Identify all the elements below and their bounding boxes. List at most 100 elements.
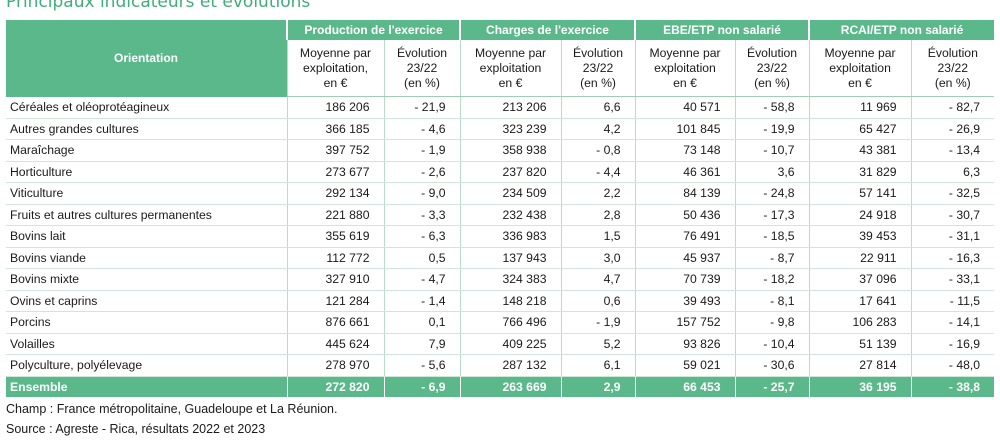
row-value: - 33,1 [910, 268, 995, 291]
row-value: 37 096 [808, 268, 912, 291]
row-value: 101 845 [634, 118, 736, 140]
sub-header-row: Moyenne par exploitation, en € Évolution 23/… [6, 40, 995, 97]
sub-header-line: Évolution [927, 45, 978, 60]
table-row: Céréales et oléoprotéagineux 186 206- 21,… [6, 96, 995, 119]
sub-header-line: exploitation [654, 60, 716, 75]
row-label: Horticulture [6, 161, 287, 183]
row-value: 57 141 [808, 182, 912, 205]
row-value: 148 218 [459, 290, 562, 312]
row-value: 324 383 [459, 268, 562, 291]
row-value: 355 619 [286, 225, 384, 248]
row-value: - 11,5 [910, 290, 995, 312]
note-source: Source : Agreste - Rica, résultats 2022 … [6, 422, 266, 436]
sub-header-cell: Moyenne par exploitation en € [634, 40, 736, 97]
header-group-row: Orientation Production de l'exercice Cha… [6, 20, 995, 97]
row-value: 273 677 [286, 161, 384, 183]
row-value: - 32,5 [910, 182, 995, 205]
row-value: 2,9 [560, 376, 636, 397]
row-value: - 26,9 [910, 118, 995, 140]
row-value: 221 880 [286, 204, 384, 226]
row-value: 397 752 [286, 139, 384, 162]
row-value: 27 814 [808, 354, 912, 377]
sub-header-line: Moyenne par [474, 45, 547, 60]
sub-header-cell: Évolution 23/22 (en %) [910, 40, 995, 97]
row-value: - 48,0 [910, 354, 995, 377]
sub-header-line: 23/22 [406, 60, 438, 75]
row-value: 24 918 [808, 204, 912, 226]
row-label: Bovins viande [6, 247, 287, 269]
sub-header-line: exploitation, [302, 60, 369, 75]
row-value: - 9,8 [734, 311, 810, 334]
row-value: 358 938 [459, 139, 562, 162]
sub-header-cell: Moyenne par exploitation en € [808, 40, 912, 97]
sub-header-line: exploitation [479, 60, 542, 75]
row-value: 2,8 [560, 204, 636, 226]
sub-header-line: en € [848, 75, 872, 90]
row-value: 323 239 [459, 118, 562, 140]
row-label: Ovins et caprins [6, 290, 287, 312]
row-label: Porcins [6, 311, 287, 334]
sub-header-line: 23/22 [937, 60, 969, 75]
sub-header-line: (en %) [580, 75, 616, 90]
row-value: - 1,9 [383, 139, 461, 162]
row-value: 73 148 [634, 139, 736, 162]
row-value: 287 132 [459, 354, 562, 377]
row-value: - 10,7 [734, 139, 810, 162]
row-value: - 38,8 [910, 376, 995, 397]
sub-header-line: Évolution [746, 45, 798, 60]
row-value: 186 206 [286, 96, 384, 119]
row-value: 31 829 [808, 161, 912, 183]
row-value: 65 427 [808, 118, 912, 140]
row-value: 0,5 [383, 247, 461, 269]
row-value: - 17,3 [734, 204, 810, 226]
sub-header-cell: Évolution 23/22 (en %) [734, 40, 810, 97]
row-value: 409 225 [459, 333, 562, 355]
total-row: Ensemble 272 820- 6,9 263 669 2,9 66 453- 25… [6, 376, 995, 397]
row-value: 292 134 [286, 182, 384, 205]
sub-header-line: Évolution [572, 45, 624, 60]
row-value: - 1,9 [560, 311, 636, 334]
sub-header-line: (en %) [754, 75, 790, 90]
sub-header-line: 23/22 [756, 60, 788, 75]
row-label: Polyculture, polyélevage [6, 354, 287, 377]
row-value: 366 185 [286, 118, 384, 140]
table-row: Horticulture 273 677- 2,6 237 820- 4,4 46 3… [6, 161, 995, 183]
row-value: 263 669 [459, 376, 562, 397]
row-value: - 9,0 [383, 182, 461, 205]
row-value: - 30,6 [734, 354, 810, 377]
row-value: 70 739 [634, 268, 736, 291]
row-value: 232 438 [459, 204, 562, 226]
group-header-ebe: EBE/ETP non salarié [634, 20, 810, 40]
table-row: Bovins lait 355 619- 6,3 336 983 1,5 76 491-… [6, 225, 995, 248]
table-row: Bovins viande 112 772 0,5 137 943 3,0 45 937-… [6, 247, 995, 269]
row-value: 36 195 [808, 376, 912, 397]
row-value: 237 820 [459, 161, 562, 183]
row-value: 4,7 [560, 268, 636, 291]
row-value: 278 970 [286, 354, 384, 377]
row-value: 7,9 [383, 333, 461, 355]
row-label: Autres grandes cultures [6, 118, 287, 140]
row-value: 121 284 [286, 290, 384, 312]
table-row: Fruits et autres cultures permanentes 221… [6, 204, 995, 226]
table-row: Maraîchage 397 752- 1,9 358 938- 0,8 73 148… [6, 139, 995, 162]
row-value: 40 571 [634, 96, 736, 119]
sub-header-line: en € [498, 75, 523, 90]
row-value: 234 509 [459, 182, 562, 205]
row-value: - 4,6 [383, 118, 461, 140]
row-value: 3,0 [560, 247, 636, 269]
row-value: 3,6 [734, 161, 810, 183]
group-header-rcai: RCAI/ETP non salarié [808, 20, 995, 40]
table-row: Bovins mixte 327 910- 4,7 324 383 4,7 70 739… [6, 268, 995, 291]
row-value: 11 969 [808, 96, 912, 119]
note-champ: Champ : France métropolitaine, Guadeloup… [6, 402, 338, 416]
row-value: 39 453 [808, 225, 912, 248]
row-value: - 1,4 [383, 290, 461, 312]
row-value: - 31,1 [910, 225, 995, 248]
row-value: - 13,4 [910, 139, 995, 162]
row-value: - 4,4 [560, 161, 636, 183]
row-value: - 6,9 [383, 376, 461, 397]
table-body: Céréales et oléoprotéagineux 186 206- 21,… [6, 96, 995, 397]
sub-header-line: Moyenne par [649, 45, 721, 60]
row-value: - 14,1 [910, 311, 995, 334]
row-value: 6,6 [560, 96, 636, 119]
